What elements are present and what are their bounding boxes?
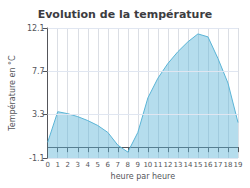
svg-text:19: 19 xyxy=(234,161,243,169)
svg-text:5: 5 xyxy=(96,161,100,169)
svg-text:17: 17 xyxy=(214,161,223,169)
svg-text:heure par heure: heure par heure xyxy=(111,172,176,181)
svg-text:12.1: 12.1 xyxy=(27,24,45,33)
svg-text:11: 11 xyxy=(153,161,162,169)
svg-text:6: 6 xyxy=(106,161,111,169)
svg-text:9: 9 xyxy=(136,161,140,169)
svg-text:10: 10 xyxy=(143,161,152,169)
svg-text:1: 1 xyxy=(55,161,59,169)
svg-text:0: 0 xyxy=(45,161,49,169)
svg-text:16: 16 xyxy=(203,161,212,169)
svg-text:3: 3 xyxy=(76,161,80,169)
svg-text:7: 7 xyxy=(116,161,120,169)
svg-text:14: 14 xyxy=(183,161,192,169)
svg-text:13: 13 xyxy=(173,161,182,169)
svg-text:Température en °C: Température en °C xyxy=(7,55,17,132)
svg-text:2: 2 xyxy=(66,161,70,169)
svg-text:18: 18 xyxy=(224,161,233,169)
svg-text:Evolution de la température: Evolution de la température xyxy=(38,8,213,21)
svg-text:4: 4 xyxy=(86,161,91,169)
svg-text:12: 12 xyxy=(163,161,172,169)
svg-text:15: 15 xyxy=(193,161,202,169)
svg-text:7.7: 7.7 xyxy=(32,67,45,76)
svg-text:-1.1: -1.1 xyxy=(29,154,45,163)
svg-text:8: 8 xyxy=(126,161,130,169)
svg-text:3.3: 3.3 xyxy=(32,110,45,119)
